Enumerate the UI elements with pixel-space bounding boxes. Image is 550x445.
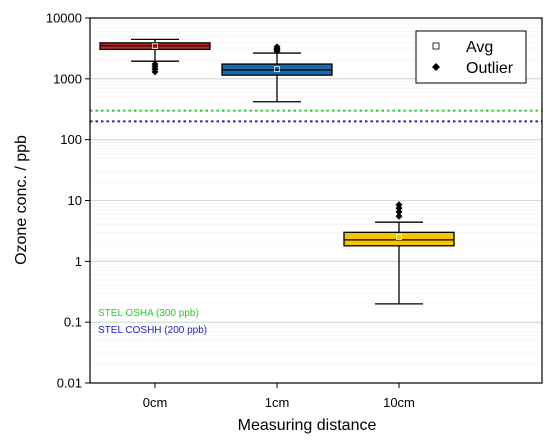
legend-frame <box>415 30 527 84</box>
avg-marker <box>396 234 402 240</box>
box-10cm <box>343 201 455 305</box>
avg-marker <box>274 66 280 72</box>
box-1cm <box>221 43 333 103</box>
y-tick-label: 0.01 <box>57 376 82 391</box>
outlier-point <box>395 212 403 220</box>
y-tick-label: 10000 <box>46 11 82 26</box>
y-tick-label: 1 <box>75 254 82 269</box>
reference-labels: STEL OSHA (300 ppb) STEL COSHH (200 ppb) <box>98 308 207 336</box>
outlier-point <box>395 201 403 209</box>
avg-marker <box>152 43 158 49</box>
boxes <box>99 38 455 305</box>
legend-outlier-label: Outlier <box>466 60 514 77</box>
legend-avg-label: Avg <box>466 39 493 56</box>
legend-avg-marker <box>432 42 440 50</box>
x-tick-label: 1cm <box>265 395 290 410</box>
legend-outlier-marker <box>432 63 440 71</box>
x-tick-label: 0cm <box>143 395 168 410</box>
y-tick-label: 10 <box>68 193 82 208</box>
legend: Avg Outlier <box>415 30 527 84</box>
ref-label-osha: STEL OSHA (300 ppb) <box>98 308 199 319</box>
reference-lines <box>90 109 542 123</box>
outlier-point <box>395 208 403 216</box>
outlier-point <box>151 60 159 68</box>
y-tick-label: 0.1 <box>64 315 82 330</box>
outlier-point <box>273 43 281 51</box>
ref-label-coshh: STEL COSHH (200 ppb) <box>98 325 207 336</box>
x-tick-label: 10cm <box>383 395 415 410</box>
axes: 0.01 0.1 1 10 100 1000 10000 0cm 1cm 10cm <box>46 11 415 411</box>
y-axis-title: Ozone conc. / ppb <box>13 135 30 265</box>
y-tick-label: 1000 <box>53 71 82 86</box>
y-tick-label: 100 <box>60 132 82 147</box>
x-axis-title: Measuring distance <box>238 417 377 434</box>
box-iqr <box>343 231 455 247</box>
box-0cm <box>99 38 211 76</box>
